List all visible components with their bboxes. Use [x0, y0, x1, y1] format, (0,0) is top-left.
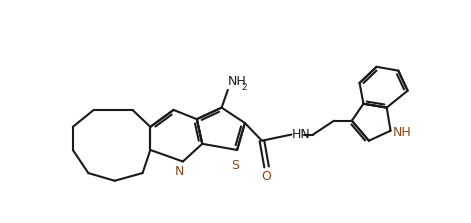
- Text: NH: NH: [228, 75, 247, 88]
- Text: N: N: [174, 165, 184, 178]
- Text: S: S: [232, 159, 240, 172]
- Text: NH: NH: [393, 126, 412, 139]
- Text: O: O: [261, 170, 271, 183]
- Text: HN: HN: [292, 128, 310, 141]
- Text: 2: 2: [241, 83, 247, 92]
